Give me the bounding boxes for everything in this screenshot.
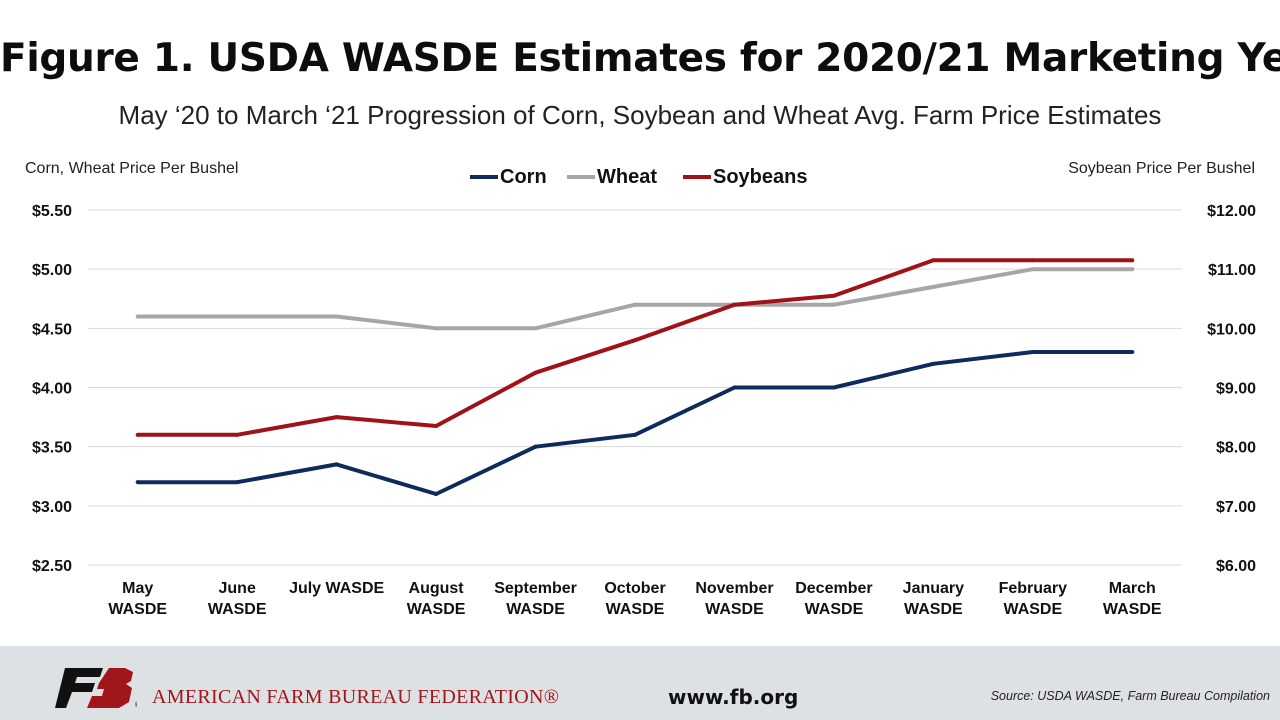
- data-point-soybeans: [434, 423, 439, 428]
- data-point-wheat: [931, 284, 936, 289]
- data-point-wheat: [135, 314, 140, 319]
- x-tick-label: WASDE: [904, 601, 963, 618]
- data-point-soybeans: [831, 293, 836, 298]
- x-tick-label: December: [795, 580, 872, 597]
- x-tick-label: January: [903, 580, 964, 597]
- data-point-corn: [135, 480, 140, 485]
- series-line-corn: [137, 350, 1133, 496]
- data-point-wheat: [434, 326, 439, 331]
- right-tick-label: $8.00: [1216, 440, 1256, 457]
- x-tick-label: July WASDE: [289, 580, 384, 597]
- x-tick-label: WASDE: [805, 601, 864, 618]
- data-point-soybeans: [533, 370, 538, 375]
- x-tick-label: May: [122, 580, 153, 597]
- svg-text:®: ®: [134, 701, 137, 708]
- x-tick-label: WASDE: [1003, 601, 1062, 618]
- x-tick-label: WASDE: [506, 601, 565, 618]
- data-point-wheat: [1130, 267, 1135, 272]
- line-chart: $2.50 $6.00 $3.00 $7.00 $3.50 $8.00 $4.00 $9.00…: [32, 166, 1256, 618]
- data-point-soybeans: [633, 338, 637, 343]
- data-point-wheat: [1030, 267, 1035, 272]
- right-tick-label: $11.00: [1208, 262, 1256, 279]
- x-tick-label: WASDE: [208, 601, 267, 618]
- x-tick-label: November: [695, 580, 773, 597]
- data-point-soybeans: [135, 432, 140, 437]
- data-point-soybeans: [235, 432, 240, 437]
- left-axis-title: Corn, Wheat Price Per Bushel: [25, 160, 239, 177]
- x-tick-label: WASDE: [407, 601, 466, 618]
- data-point-soybeans: [334, 415, 339, 420]
- footer-bar: ® AMERICAN FARM BUREAU FEDERATION® www.f…: [0, 646, 1280, 720]
- x-tick-label: February: [999, 580, 1068, 597]
- data-point-wheat: [235, 314, 240, 319]
- data-point-soybeans: [931, 258, 936, 263]
- data-point-corn: [633, 432, 637, 437]
- data-point-corn: [831, 385, 836, 390]
- right-tick-label: $6.00: [1216, 558, 1256, 575]
- x-tick-label: October: [604, 580, 665, 597]
- website-link[interactable]: www.fb.org: [668, 685, 799, 709]
- data-point-corn: [931, 361, 936, 366]
- right-axis-title: Soybean Price Per Bushel: [1068, 160, 1255, 177]
- left-tick-label: $4.50: [32, 321, 72, 338]
- x-tick-label: March: [1109, 580, 1156, 597]
- legend-label-corn: Corn: [500, 166, 547, 188]
- x-tick-label: WASDE: [1103, 601, 1162, 618]
- data-point-soybeans: [1030, 258, 1035, 263]
- left-tick-label: $2.50: [32, 558, 72, 575]
- source-note: Source: USDA WASDE, Farm Bureau Compilat…: [990, 689, 1270, 703]
- right-tick-label: $12.00: [1207, 203, 1256, 220]
- data-point-soybeans: [732, 302, 737, 307]
- data-point-corn: [334, 462, 339, 467]
- data-point-corn: [732, 385, 737, 390]
- data-point-soybeans: [1130, 258, 1135, 263]
- farm-bureau-logo: ®: [55, 668, 137, 708]
- left-tick-label: $3.00: [32, 499, 72, 516]
- data-point-corn: [1130, 350, 1135, 354]
- data-point-wheat: [334, 314, 339, 319]
- left-tick-label: $3.50: [32, 440, 72, 457]
- data-point-wheat: [533, 326, 538, 331]
- left-tick-label: $5.00: [32, 262, 72, 279]
- right-tick-label: $9.00: [1216, 381, 1256, 398]
- series-line-soybeans: [137, 258, 1133, 437]
- x-tick-label: WASDE: [606, 601, 665, 618]
- series-line-wheat: [137, 267, 1133, 331]
- data-point-corn: [533, 444, 538, 449]
- data-point-wheat: [831, 302, 836, 307]
- right-tick-label: $7.00: [1216, 499, 1256, 516]
- legend-label-soybeans: Soybeans: [713, 166, 807, 188]
- data-point-wheat: [633, 302, 637, 307]
- chart-subtitle: May ‘20 to March ‘21 Progression of Corn…: [118, 100, 1162, 130]
- x-tick-label: August: [409, 580, 465, 597]
- chart-title: Figure 1. USDA WASDE Estimates for 2020/…: [0, 36, 1280, 81]
- legend-label-wheat: Wheat: [597, 166, 657, 188]
- left-tick-label: $4.00: [32, 381, 72, 398]
- data-point-corn: [1030, 350, 1035, 354]
- x-tick-label: WASDE: [108, 601, 167, 618]
- organization-name: AMERICAN FARM BUREAU FEDERATION®: [152, 686, 560, 708]
- left-tick-label: $5.50: [32, 203, 72, 220]
- data-point-corn: [434, 492, 439, 496]
- data-point-corn: [235, 480, 240, 485]
- x-tick-label: September: [494, 580, 577, 597]
- x-tick-label: WASDE: [705, 601, 764, 618]
- right-tick-label: $10.00: [1207, 321, 1256, 338]
- x-tick-label: June: [219, 580, 256, 597]
